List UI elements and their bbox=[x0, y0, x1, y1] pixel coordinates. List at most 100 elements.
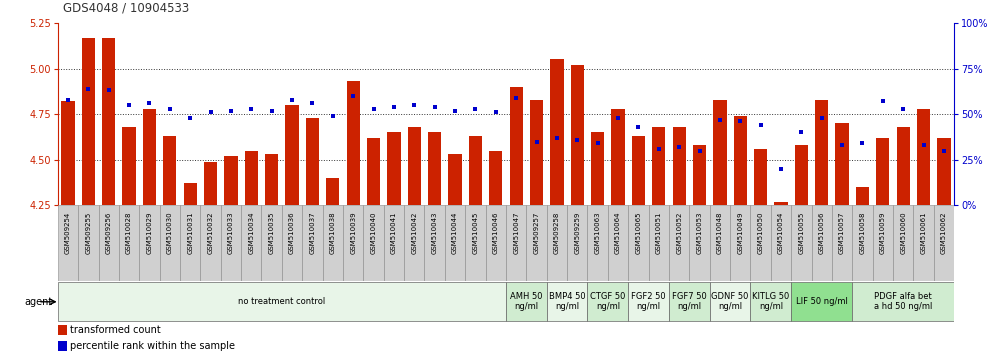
Bar bbox=[82, 38, 95, 205]
Bar bbox=[713, 99, 726, 205]
Text: GSM510030: GSM510030 bbox=[166, 211, 173, 254]
Bar bbox=[383, 205, 404, 281]
Text: GSM509257: GSM509257 bbox=[534, 211, 540, 254]
Bar bbox=[628, 282, 669, 321]
Text: GSM510037: GSM510037 bbox=[310, 211, 316, 254]
Bar bbox=[506, 282, 547, 321]
Bar bbox=[612, 109, 624, 205]
Bar bbox=[200, 205, 221, 281]
Text: GSM510049: GSM510049 bbox=[737, 211, 743, 254]
Text: GSM510044: GSM510044 bbox=[452, 211, 458, 254]
Text: GSM510058: GSM510058 bbox=[860, 211, 866, 254]
Text: GSM510035: GSM510035 bbox=[269, 211, 275, 254]
Text: BMP4 50
ng/ml: BMP4 50 ng/ml bbox=[549, 292, 586, 312]
Text: GSM509256: GSM509256 bbox=[106, 211, 112, 254]
Text: GSM510056: GSM510056 bbox=[819, 211, 825, 254]
Bar bbox=[469, 136, 482, 205]
Bar bbox=[78, 205, 99, 281]
Text: GSM510034: GSM510034 bbox=[248, 211, 254, 254]
Text: GSM510042: GSM510042 bbox=[411, 211, 417, 254]
Text: GSM510054: GSM510054 bbox=[778, 211, 784, 254]
Bar bbox=[771, 205, 791, 281]
Bar bbox=[323, 205, 343, 281]
Text: GSM510029: GSM510029 bbox=[146, 211, 152, 254]
Text: GSM509254: GSM509254 bbox=[65, 211, 71, 254]
Bar bbox=[204, 161, 217, 205]
Bar bbox=[750, 282, 791, 321]
Bar bbox=[99, 205, 119, 281]
Text: GSM510036: GSM510036 bbox=[289, 211, 295, 254]
Bar bbox=[547, 205, 567, 281]
Bar bbox=[832, 205, 853, 281]
Bar bbox=[836, 123, 849, 205]
Bar bbox=[510, 87, 523, 205]
Bar bbox=[102, 38, 116, 205]
Text: GSM510059: GSM510059 bbox=[879, 211, 885, 254]
Bar bbox=[791, 205, 812, 281]
Text: GDS4048 / 10904533: GDS4048 / 10904533 bbox=[63, 1, 189, 14]
Bar bbox=[241, 205, 262, 281]
Bar bbox=[58, 282, 506, 321]
Bar bbox=[465, 205, 486, 281]
Bar bbox=[262, 205, 282, 281]
Bar bbox=[734, 116, 747, 205]
Text: GSM510061: GSM510061 bbox=[920, 211, 926, 254]
Text: transformed count: transformed count bbox=[71, 325, 161, 335]
Bar bbox=[893, 205, 913, 281]
Bar bbox=[163, 136, 176, 205]
Text: GSM510060: GSM510060 bbox=[900, 211, 906, 254]
Text: GSM510053: GSM510053 bbox=[696, 211, 702, 254]
Bar bbox=[672, 127, 686, 205]
Text: GSM510057: GSM510057 bbox=[839, 211, 846, 254]
Text: AMH 50
ng/ml: AMH 50 ng/ml bbox=[510, 292, 543, 312]
Text: GSM510055: GSM510055 bbox=[799, 211, 805, 254]
Bar bbox=[652, 127, 665, 205]
Bar bbox=[710, 282, 750, 321]
Bar bbox=[282, 205, 302, 281]
Bar bbox=[486, 205, 506, 281]
Bar bbox=[750, 205, 771, 281]
Bar bbox=[404, 205, 424, 281]
Bar bbox=[367, 138, 380, 205]
Bar bbox=[853, 282, 954, 321]
Bar bbox=[306, 118, 319, 205]
Bar bbox=[58, 341, 67, 351]
Bar bbox=[530, 99, 543, 205]
Text: GSM510052: GSM510052 bbox=[676, 211, 682, 254]
Bar bbox=[774, 202, 788, 205]
Text: GDNF 50
ng/ml: GDNF 50 ng/ml bbox=[711, 292, 749, 312]
Bar bbox=[424, 205, 445, 281]
Bar bbox=[934, 205, 954, 281]
Bar bbox=[815, 99, 829, 205]
Text: GSM509255: GSM509255 bbox=[86, 211, 92, 254]
Bar bbox=[302, 205, 323, 281]
Bar bbox=[588, 205, 608, 281]
Bar bbox=[550, 59, 564, 205]
Text: GSM510063: GSM510063 bbox=[595, 211, 601, 254]
Bar bbox=[669, 205, 689, 281]
Text: GSM510051: GSM510051 bbox=[655, 211, 661, 254]
Bar bbox=[224, 156, 238, 205]
Bar bbox=[710, 205, 730, 281]
Bar bbox=[631, 136, 645, 205]
Text: GSM510033: GSM510033 bbox=[228, 211, 234, 254]
Bar bbox=[693, 145, 706, 205]
Bar bbox=[876, 138, 889, 205]
Bar bbox=[387, 132, 400, 205]
Bar bbox=[913, 205, 934, 281]
Bar bbox=[591, 132, 605, 205]
Text: GSM510062: GSM510062 bbox=[941, 211, 947, 254]
Bar bbox=[428, 132, 441, 205]
Text: GSM509259: GSM509259 bbox=[575, 211, 581, 254]
Bar bbox=[608, 205, 628, 281]
Text: KITLG 50
ng/ml: KITLG 50 ng/ml bbox=[752, 292, 790, 312]
Text: GSM509258: GSM509258 bbox=[554, 211, 560, 254]
Text: GSM510064: GSM510064 bbox=[615, 211, 622, 254]
Text: no treatment control: no treatment control bbox=[238, 297, 326, 306]
Text: GSM510043: GSM510043 bbox=[431, 211, 437, 254]
Text: GSM510045: GSM510045 bbox=[472, 211, 478, 254]
Bar bbox=[245, 151, 258, 205]
Bar bbox=[853, 205, 872, 281]
Bar bbox=[689, 205, 710, 281]
Bar bbox=[123, 127, 135, 205]
